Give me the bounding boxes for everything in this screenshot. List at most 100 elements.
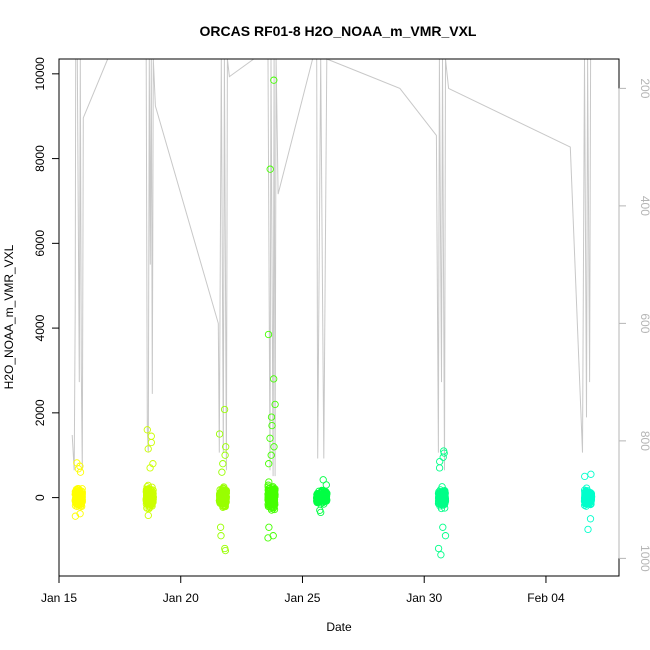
series-rf07 xyxy=(580,470,596,534)
y-tick-label: 8000 xyxy=(33,145,47,172)
y-tick-label: 10000 xyxy=(33,57,47,91)
data-point-outlier xyxy=(586,515,595,523)
data-point-outlier xyxy=(581,472,589,481)
x-tick-label: Jan 15 xyxy=(41,591,77,605)
data-point-outlier xyxy=(317,508,325,517)
data-point xyxy=(318,495,326,504)
data-point-outlier xyxy=(268,421,276,430)
data-point xyxy=(217,491,225,499)
data-point-outlier xyxy=(147,438,155,447)
data-point xyxy=(73,500,81,509)
y2-tick-label: 800 xyxy=(638,431,650,451)
y2-tick-label: 600 xyxy=(638,313,650,333)
data-point-outlier xyxy=(271,400,279,409)
y-axis: 0 2000 4000 6000 8000 10000 xyxy=(33,57,60,501)
data-point-outlier xyxy=(221,546,230,555)
data-point-outlier xyxy=(222,443,230,451)
data-point xyxy=(78,492,86,500)
data-point-outlier xyxy=(270,443,278,451)
chart-title: ORCAS RF01-8 H2O_NOAA_m_VMR_VXL xyxy=(200,23,477,39)
series-rf04 xyxy=(264,76,279,542)
data-point xyxy=(322,491,330,499)
x-axis: Jan 15 Jan 20 Jan 25 Jan 30 Feb 04 xyxy=(41,575,565,605)
x-tick-label: Jan 30 xyxy=(406,591,442,605)
data-point xyxy=(217,488,225,496)
data-point xyxy=(271,491,279,500)
x-axis-label: Date xyxy=(326,620,352,634)
data-point-outlier xyxy=(267,451,275,459)
series-rf01 xyxy=(71,459,86,520)
data-point xyxy=(270,505,279,514)
series-rf05 xyxy=(313,476,331,517)
pressure-trace-line xyxy=(71,58,592,477)
y-axis-label: H2O_NOAA_m_VMR_VXL xyxy=(2,244,16,389)
data-point-outlier xyxy=(216,523,225,531)
data-point-outlier xyxy=(439,453,447,461)
data-point-outlier xyxy=(146,464,154,472)
y2-tick-label: 200 xyxy=(638,78,650,98)
x-tick-label: Jan 20 xyxy=(163,591,199,605)
data-point-outlier xyxy=(71,512,80,520)
data-point-outlier xyxy=(434,544,443,553)
data-point-outlier xyxy=(266,165,274,173)
data-point xyxy=(143,488,151,496)
y-tick-label: 2000 xyxy=(33,399,47,426)
data-point-outlier xyxy=(439,523,447,531)
data-points-layer xyxy=(71,76,596,559)
x-tick-label: Feb 04 xyxy=(527,591,565,605)
data-point-outlier xyxy=(144,445,152,453)
y-tick-label: 4000 xyxy=(33,314,47,341)
y2-tick-label: 400 xyxy=(638,196,650,216)
data-point-outlier xyxy=(221,451,229,459)
y2-tick-label: 1000 xyxy=(638,545,650,572)
data-point xyxy=(582,492,590,500)
data-point xyxy=(436,495,444,503)
data-point-outlier xyxy=(441,532,450,540)
data-point xyxy=(437,504,446,513)
data-point-outlier xyxy=(76,468,85,476)
data-point-outlier xyxy=(322,481,330,489)
data-point xyxy=(440,497,448,506)
y-tick-label: 6000 xyxy=(33,230,47,257)
data-point-outlier xyxy=(265,523,273,531)
data-point-outlier xyxy=(267,413,276,421)
y-tick-label: 0 xyxy=(33,494,47,501)
data-point xyxy=(221,486,229,495)
data-point xyxy=(586,500,595,509)
data-point-outlier xyxy=(435,464,444,472)
data-point xyxy=(267,485,276,494)
data-point xyxy=(74,495,82,503)
data-point-outlier xyxy=(436,457,444,466)
data-point-outlier xyxy=(270,375,278,383)
data-point-outlier xyxy=(266,434,274,442)
data-point xyxy=(74,491,82,499)
data-point-outlier xyxy=(264,534,272,542)
series-rf02 xyxy=(142,426,157,520)
data-point-outlier xyxy=(584,525,592,534)
data-point-outlier xyxy=(219,460,227,468)
data-point xyxy=(217,494,226,502)
y2-axis: 200 400 600 800 1000 xyxy=(618,78,650,572)
data-point-outlier xyxy=(220,405,229,414)
data-point xyxy=(148,483,156,491)
data-point xyxy=(582,484,591,492)
data-point xyxy=(148,495,156,503)
data-point-outlier xyxy=(144,511,152,520)
data-point xyxy=(314,496,322,504)
series-rf06 xyxy=(434,447,450,559)
series-rf03 xyxy=(215,405,231,555)
data-point-outlier xyxy=(265,460,273,468)
data-point xyxy=(221,493,230,501)
data-point-outlier xyxy=(143,426,151,434)
data-point-outlier xyxy=(218,468,226,476)
data-point xyxy=(268,497,276,506)
pressure-trace-layer xyxy=(71,58,592,477)
data-point-outlier xyxy=(217,532,225,540)
data-point xyxy=(583,494,592,502)
data-point-outlier xyxy=(264,330,273,339)
data-point xyxy=(313,491,321,499)
data-point-outlier xyxy=(270,76,278,84)
data-point-outlier xyxy=(147,432,155,440)
data-point-outlier xyxy=(440,449,448,457)
